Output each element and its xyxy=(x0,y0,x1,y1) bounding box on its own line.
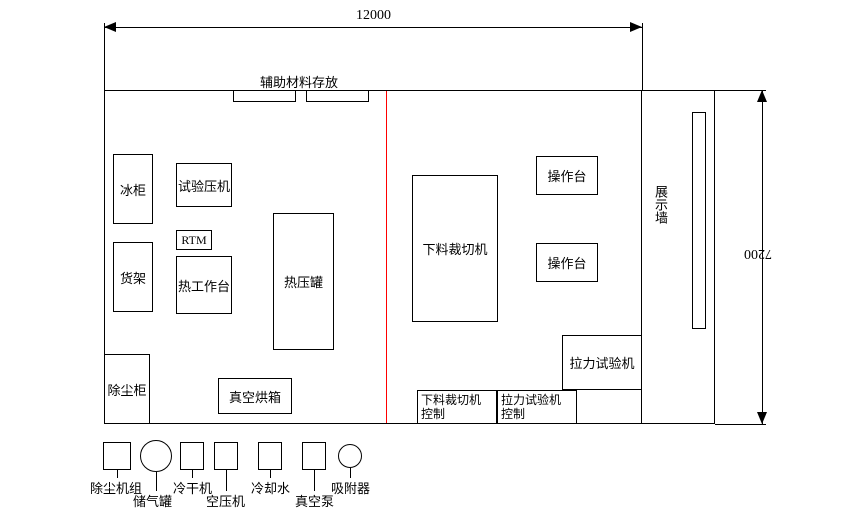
equip-rtm-label: RTM xyxy=(181,233,206,248)
dim-right-label: 7200 xyxy=(744,245,772,261)
bottom-aircomp-leader xyxy=(226,470,227,491)
equip-bench1: 操作台 xyxy=(536,156,598,195)
aux-material-label: 辅助材料存放 xyxy=(260,72,338,91)
equip-tenctl-label: 拉力试验机 控制 xyxy=(501,393,561,422)
equip-vacoven: 真空烘箱 xyxy=(218,378,292,414)
bottom-airtank-leader xyxy=(156,472,157,491)
equip-tensile-label: 拉力试验机 xyxy=(569,353,634,372)
equip-tenctl: 拉力试验机 控制 xyxy=(497,390,577,424)
dim-right-arrow-bottom xyxy=(757,412,767,424)
bottom-coolwater xyxy=(258,442,282,470)
bottom-dustunit-leader xyxy=(117,470,118,478)
dim-top-ext-left xyxy=(104,23,105,90)
equip-cutctl: 下料裁切机 控制 xyxy=(417,390,497,424)
equip-display xyxy=(692,112,706,329)
bottom-dustunit xyxy=(103,442,131,470)
bottom-airtank xyxy=(140,440,172,472)
bottom-vacpump-leader xyxy=(314,470,315,491)
divider-line xyxy=(386,91,387,423)
equip-freezer-label: 冰柜 xyxy=(120,180,146,199)
bottom-adsorber-label: 吸附器 xyxy=(331,478,370,497)
equip-dustcab-label: 除尘柜 xyxy=(107,380,146,399)
equip-display-label: 展示墙 xyxy=(651,185,670,224)
equip-autoclave: 热压罐 xyxy=(273,213,334,350)
equip-dustcab: 除尘柜 xyxy=(104,354,150,424)
bottom-coolwater-leader xyxy=(270,470,271,478)
equip-autoclave-label: 热压罐 xyxy=(284,272,323,291)
equip-cutctl-label: 下料裁切机 控制 xyxy=(421,393,481,422)
equip-testpress: 试验压机 xyxy=(176,163,232,207)
dim-top-label: 12000 xyxy=(356,8,391,24)
equip-cutter-label: 下料裁切机 xyxy=(422,239,487,258)
equip-freezer: 冰柜 xyxy=(113,154,153,224)
bottom-aircomp xyxy=(214,442,238,470)
dim-top-line xyxy=(104,27,642,28)
equip-testpress-label: 试验压机 xyxy=(178,176,230,195)
dim-top-arrow-right xyxy=(630,22,642,32)
bottom-airtank-label: 储气罐 xyxy=(133,491,172,510)
bottom-coolwater-label: 冷却水 xyxy=(251,478,290,497)
dim-right-ext-bottom xyxy=(715,424,766,425)
equip-cutter: 下料裁切机 xyxy=(412,175,498,322)
bottom-aircomp-label: 空压机 xyxy=(206,491,245,510)
equip-tensile: 拉力试验机 xyxy=(562,335,642,390)
bottom-adsorber xyxy=(338,444,362,468)
equip-shelf: 货架 xyxy=(113,242,153,312)
equip-bench2: 操作台 xyxy=(536,243,598,282)
equip-rtm: RTM xyxy=(176,230,212,250)
dim-top-arrow-left xyxy=(104,22,116,32)
aux-material-slot xyxy=(306,90,369,102)
equip-bench2-label: 操作台 xyxy=(547,253,586,272)
equip-shelf-label: 货架 xyxy=(120,268,146,287)
dim-top-ext-right xyxy=(642,23,643,90)
equip-bench1-label: 操作台 xyxy=(547,166,586,185)
equip-hotbench-label: 热工作台 xyxy=(178,276,230,295)
bottom-vacpump xyxy=(302,442,326,470)
bottom-vacpump-label: 真空泵 xyxy=(295,491,334,510)
equip-vacoven-label: 真空烘箱 xyxy=(229,387,281,406)
bottom-dryer-leader xyxy=(192,470,193,478)
dim-right-arrow-top xyxy=(757,90,767,102)
equip-hotbench: 热工作台 xyxy=(176,256,232,314)
aux-material-slot xyxy=(233,90,296,102)
bottom-adsorber-leader xyxy=(350,468,351,478)
bottom-dryer xyxy=(180,442,204,470)
